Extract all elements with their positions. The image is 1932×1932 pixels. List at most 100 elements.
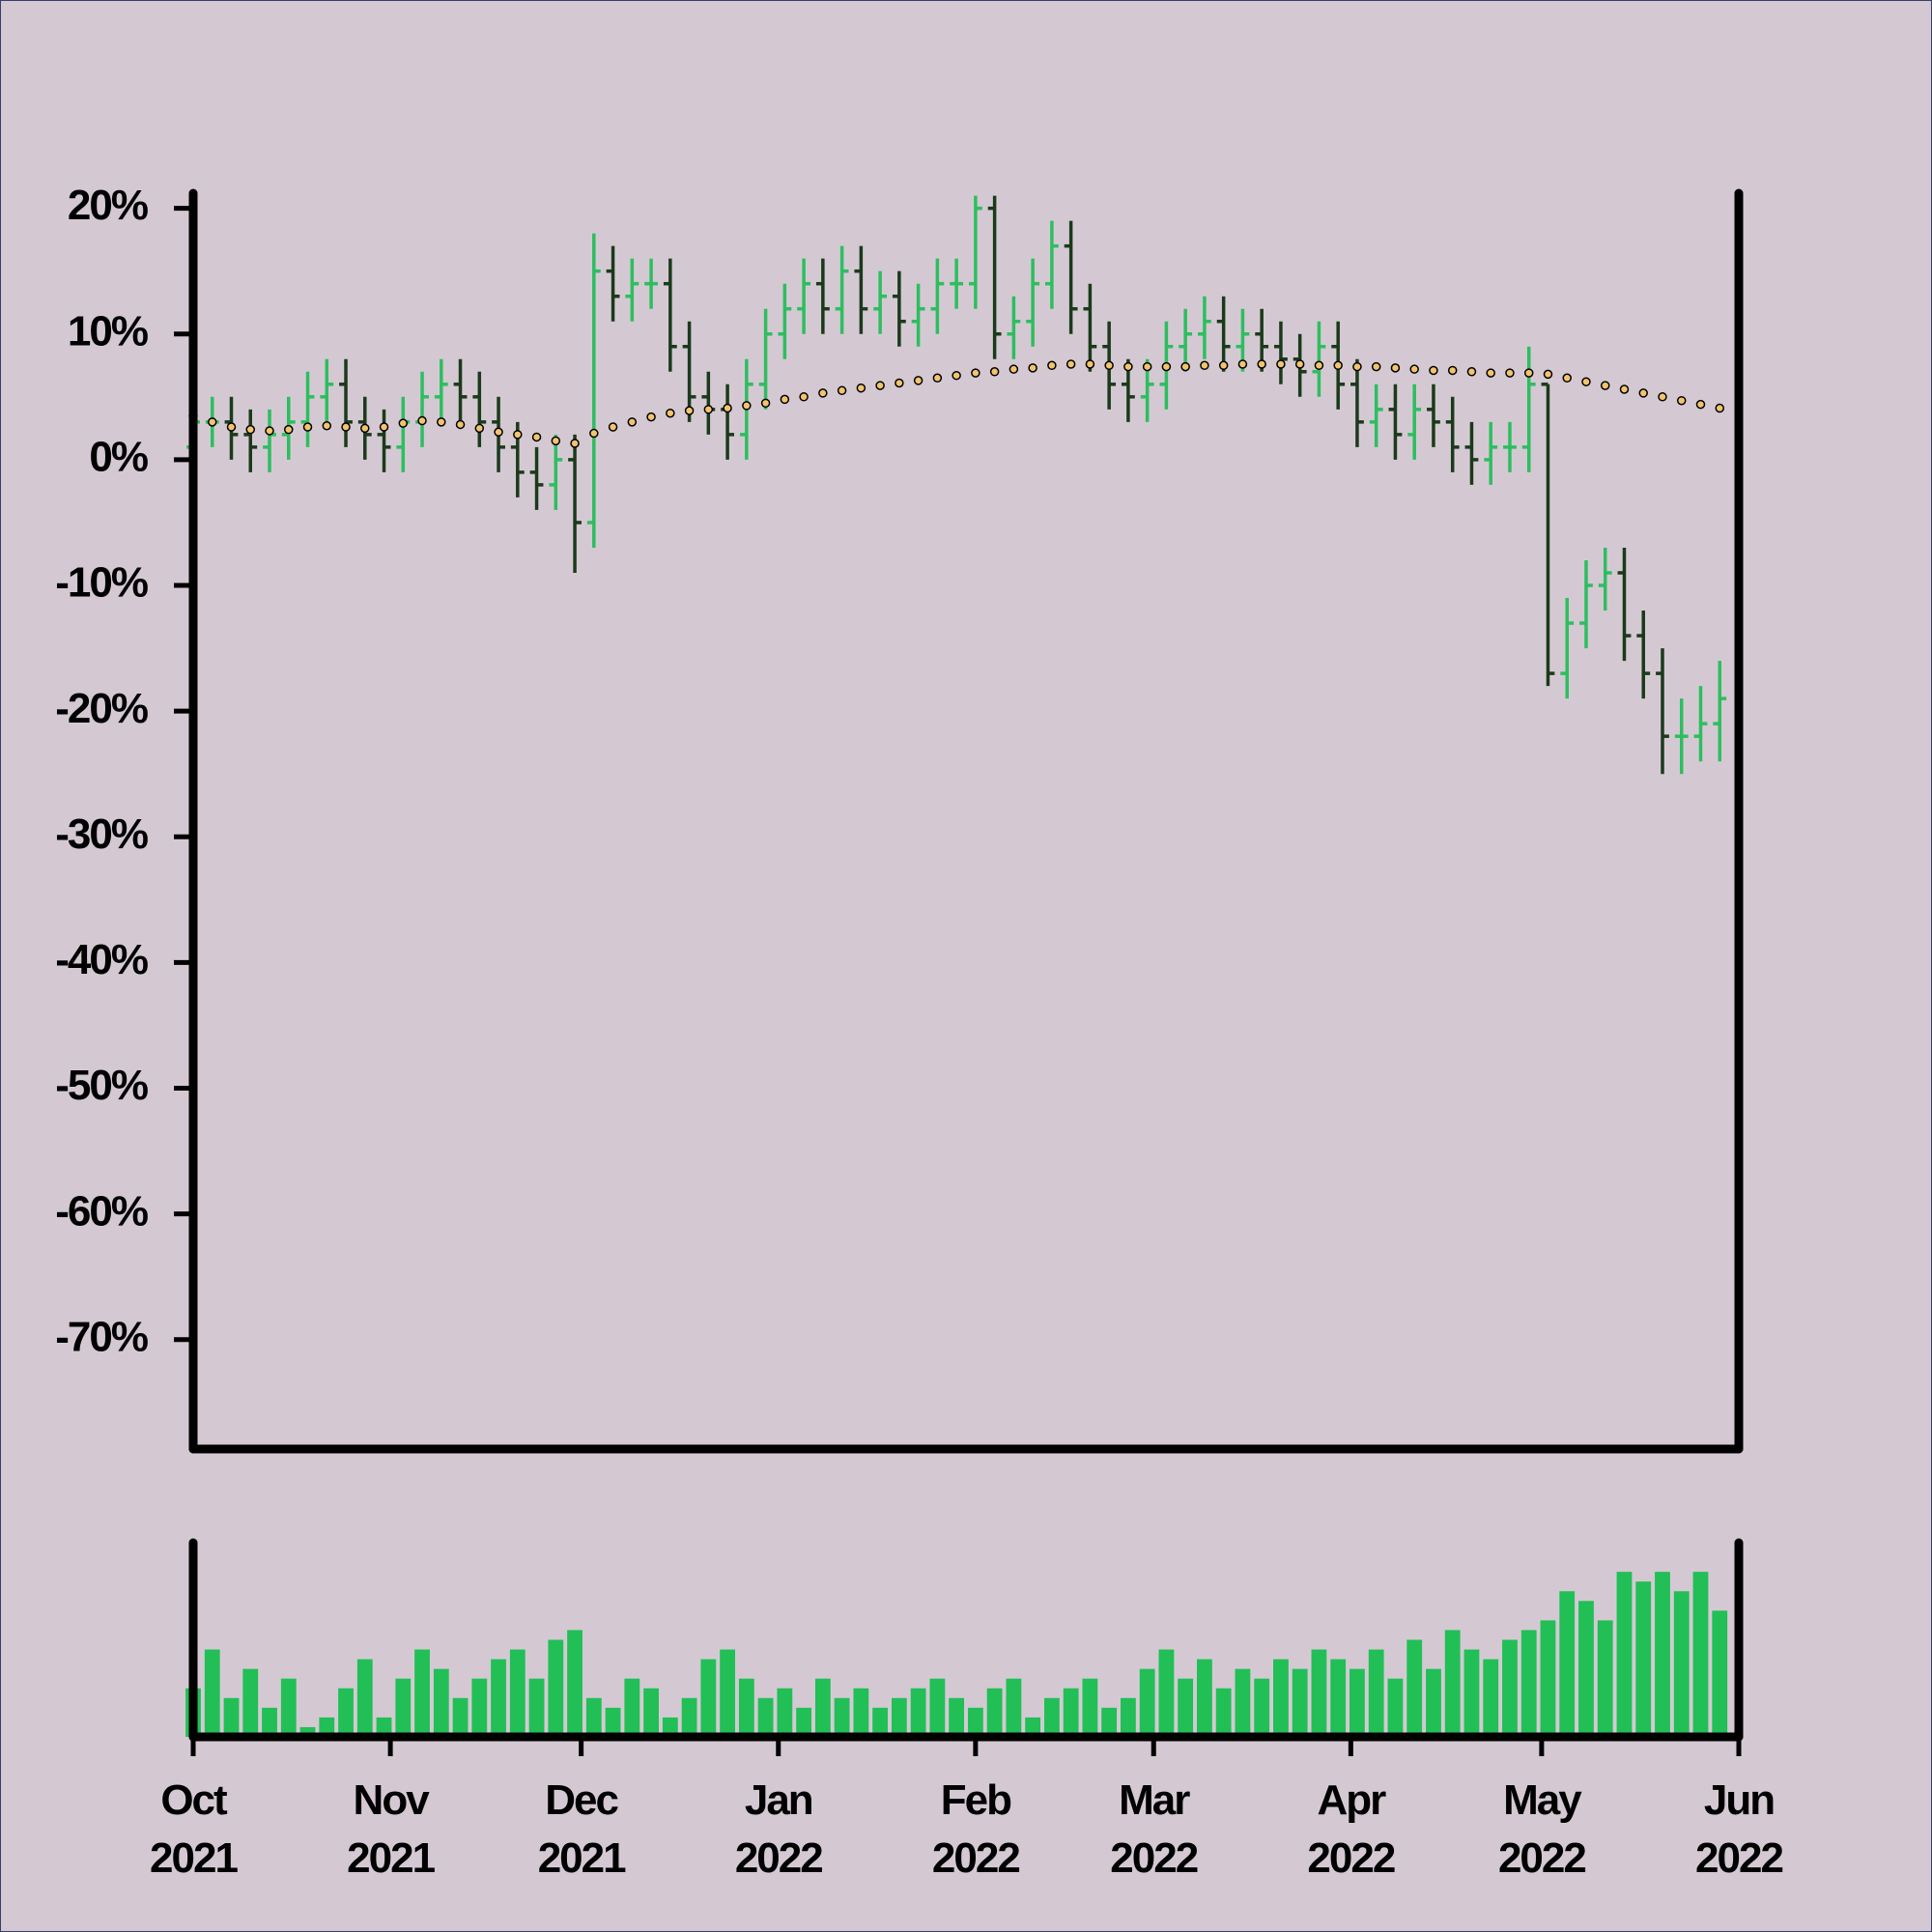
volume-bar — [1139, 1668, 1155, 1737]
volume-bar — [376, 1717, 392, 1737]
ohlc-bar — [778, 283, 792, 359]
volume-bar — [777, 1688, 793, 1737]
volume-bar — [910, 1688, 926, 1737]
y-tick-label: -40% — [55, 936, 148, 983]
volume-bar — [967, 1707, 983, 1737]
ohlc-bar — [930, 258, 945, 334]
moving-average-dot — [341, 422, 351, 432]
moving-average-dot — [818, 388, 828, 398]
moving-average-dot — [1429, 365, 1438, 376]
moving-average-dot — [284, 424, 294, 435]
x-tick-label: Dec 2021 — [538, 1776, 626, 1882]
moving-average-dot — [971, 368, 980, 378]
x-tick-label: Mar 2022 — [1110, 1776, 1197, 1882]
ohlc-bar — [339, 358, 353, 447]
ohlc-bar — [606, 245, 620, 322]
moving-average-dot — [1505, 368, 1515, 378]
volume-bar — [1444, 1630, 1461, 1737]
volume-bar — [1330, 1659, 1347, 1737]
volume-bar — [1121, 1697, 1136, 1737]
volume-bar — [605, 1707, 621, 1737]
moving-average-dot — [1523, 368, 1534, 378]
x-tick-label: Jan 2022 — [735, 1776, 822, 1882]
volume-bar — [319, 1717, 335, 1737]
volume-bar — [1006, 1678, 1022, 1737]
volume-bar — [585, 1697, 602, 1737]
moving-average-dot — [1371, 361, 1381, 372]
volume-bar — [1483, 1659, 1499, 1737]
volume-bar — [1616, 1572, 1633, 1737]
volume-bar — [414, 1649, 430, 1737]
ohlc-bar — [968, 195, 982, 309]
volume-bar — [242, 1668, 259, 1737]
moving-average-dot — [1352, 361, 1362, 372]
ohlc-bar — [1674, 698, 1689, 775]
volume-bar — [662, 1717, 678, 1737]
ohlc-bar — [1369, 384, 1383, 447]
moving-average-dot — [742, 401, 752, 411]
ohlc-bar — [625, 258, 639, 322]
moving-average-dot — [1200, 360, 1209, 371]
moving-average-dot — [1333, 360, 1343, 371]
volume-bar — [1043, 1697, 1060, 1737]
moving-average-dot — [474, 423, 485, 434]
ohlc-bar — [1064, 220, 1078, 334]
moving-average-dot — [703, 405, 714, 414]
ohlc-bar — [1312, 321, 1326, 397]
moving-average-dot — [932, 373, 943, 384]
volume-bar — [395, 1678, 412, 1737]
moving-average-dot — [589, 428, 599, 439]
moving-average-dot — [875, 381, 885, 390]
moving-average-dot — [360, 423, 370, 434]
volume-bar — [853, 1688, 869, 1737]
volume-bar — [986, 1688, 1003, 1737]
y-tick-label: -10% — [55, 559, 148, 607]
volume-bar — [872, 1707, 889, 1737]
volume-bar — [1597, 1620, 1613, 1737]
volume-bar — [452, 1697, 469, 1737]
ohlc-bar — [1617, 547, 1632, 662]
volume-bar — [1082, 1678, 1098, 1737]
moving-average-dot — [1294, 359, 1305, 369]
x-tick-label: Feb 2022 — [932, 1776, 1019, 1882]
ohlc-bar — [1407, 384, 1422, 460]
volume-bar — [738, 1678, 754, 1737]
volume-bar — [1350, 1668, 1365, 1737]
ohlc-bar — [472, 371, 487, 447]
ohlc-bar — [1179, 308, 1193, 372]
ohlc-bar — [1388, 384, 1403, 460]
volume-bar — [204, 1649, 220, 1737]
ohlc-bar — [1464, 421, 1479, 485]
moving-average-dot — [551, 436, 561, 446]
volume-bar — [757, 1697, 774, 1737]
x-tick-label: Nov 2021 — [347, 1776, 435, 1882]
moving-average-dot — [1009, 364, 1019, 374]
volume-bar — [1463, 1649, 1480, 1737]
ohlc-bar — [243, 409, 258, 472]
moving-average-dot — [379, 422, 389, 432]
moving-average-dot — [1314, 360, 1324, 371]
volume-bar — [1158, 1649, 1175, 1737]
moving-average-dot — [1447, 365, 1458, 376]
volume-bar — [1559, 1591, 1576, 1737]
ohlc-bar — [1503, 421, 1517, 472]
moving-average-dot — [570, 439, 580, 448]
moving-average-dot — [1658, 392, 1667, 402]
volume-bar — [1101, 1707, 1118, 1737]
moving-average-dot — [646, 412, 656, 422]
moving-average-dot — [913, 376, 923, 385]
ohlc-bar — [797, 258, 811, 334]
moving-average-dot — [245, 424, 256, 435]
x-tick-label: May 2022 — [1498, 1776, 1585, 1882]
volume-bar — [929, 1678, 946, 1737]
moving-average-dot — [684, 406, 695, 415]
ohlc-bar — [892, 270, 906, 347]
volume-bar — [1712, 1610, 1728, 1737]
y-tick-label: -50% — [55, 1062, 148, 1109]
volume-bar — [949, 1697, 965, 1737]
moving-average-dot — [1047, 360, 1057, 371]
volume-bar — [356, 1659, 373, 1737]
moving-average-dot — [417, 415, 427, 426]
ohlc-bar — [1044, 220, 1059, 309]
